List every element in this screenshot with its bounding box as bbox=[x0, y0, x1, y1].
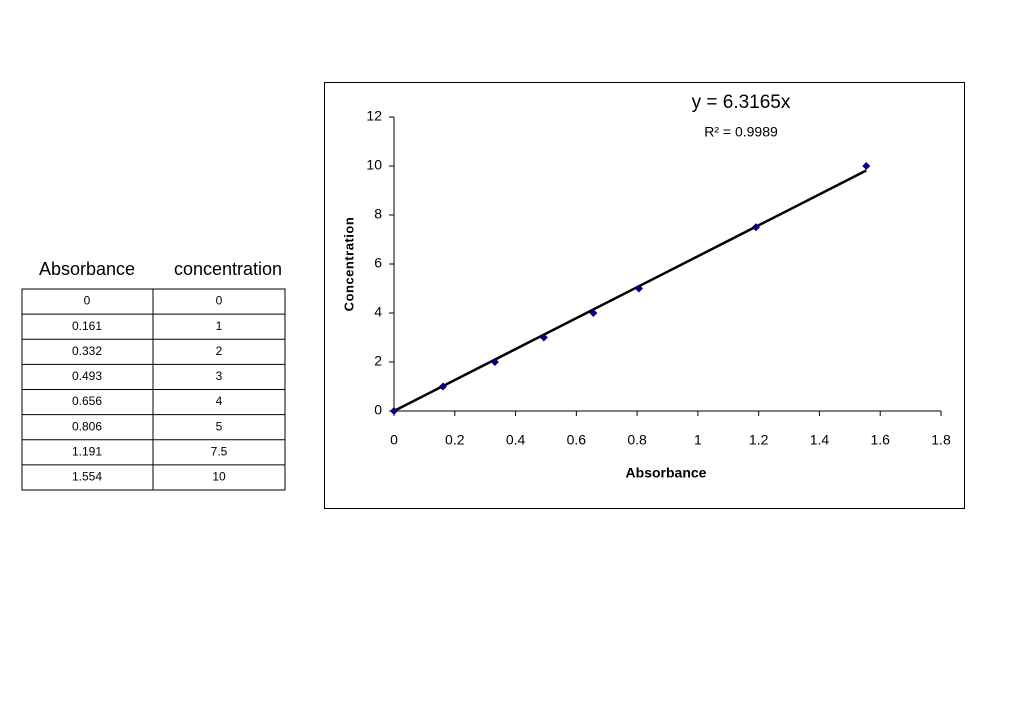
data-point bbox=[634, 284, 643, 293]
data-point bbox=[862, 162, 871, 170]
x-axis-label: Absorbance bbox=[626, 465, 707, 481]
x-tick-label: 1.2 bbox=[749, 432, 769, 448]
table-cell: 10 bbox=[212, 470, 226, 484]
table-cell: 0.332 bbox=[72, 344, 102, 358]
x-tick-label: 1 bbox=[694, 432, 702, 448]
x-tick-label: 1.4 bbox=[810, 432, 830, 448]
plot: 0 2 4 6 8 10 12 0 0.2 0.4 0.6 0.8 1 1.2 1.4 1.6 1.8 bbox=[366, 108, 951, 448]
data-point bbox=[438, 382, 447, 391]
chart-frame bbox=[324, 82, 965, 509]
x-tick-label: 1.6 bbox=[870, 432, 890, 448]
x-tick-label: 0.8 bbox=[627, 432, 647, 448]
table-cell: 1.191 bbox=[72, 444, 102, 458]
y-tick-label: 2 bbox=[374, 353, 382, 369]
table-header: Absorbance bbox=[39, 259, 135, 279]
y-tick-label: 10 bbox=[366, 157, 382, 173]
table-cell: 2 bbox=[216, 344, 223, 358]
table-cell: 0 bbox=[216, 294, 223, 308]
table-rows: 0 0 0.161 1 0.332 2 0.493 3 0.656 4 0.806 5 1.191 7.5… bbox=[22, 294, 285, 484]
table-cell: 4 bbox=[216, 394, 223, 408]
table-cell: 0.161 bbox=[72, 319, 102, 333]
table-cell: 0 bbox=[84, 294, 91, 308]
trendline bbox=[393, 169, 867, 413]
y-tick-label: 0 bbox=[374, 402, 382, 418]
data-point bbox=[390, 407, 398, 415]
x-tick-label: 0 bbox=[390, 432, 398, 448]
table-cell: 0.806 bbox=[72, 419, 102, 433]
table-cell: 7.5 bbox=[211, 444, 228, 458]
trendline-r2: R² = 0.9989 bbox=[704, 124, 778, 140]
y-tick-label: 12 bbox=[366, 108, 382, 124]
table-cell: 3 bbox=[216, 369, 223, 383]
y-tick-label: 4 bbox=[374, 304, 382, 320]
table-cell: 1 bbox=[216, 319, 223, 333]
data-point bbox=[589, 309, 598, 317]
x-tick-label: 0.6 bbox=[567, 432, 587, 448]
data-point bbox=[539, 333, 548, 342]
trendline-equation: y = 6.3165x bbox=[692, 92, 791, 113]
table-cell: 0.656 bbox=[72, 394, 102, 408]
table-cell: 1.554 bbox=[72, 470, 102, 484]
table: Absorbance concentration 0 00.161 10.332 20… bbox=[21, 259, 286, 491]
x-tick-label: 0.2 bbox=[445, 432, 465, 448]
x-tick-label: 0.4 bbox=[506, 432, 526, 448]
data-point bbox=[751, 223, 760, 232]
x-tick-label: 1.8 bbox=[931, 432, 951, 448]
table-cell: 0.493 bbox=[72, 369, 102, 383]
y-axis-label: Concentration bbox=[341, 217, 356, 312]
y-tick-label: 8 bbox=[374, 206, 382, 222]
data-point bbox=[490, 358, 499, 366]
table-cell: 5 bbox=[216, 419, 223, 433]
y-tick-label: 6 bbox=[374, 255, 382, 271]
table-header: concentration bbox=[174, 259, 282, 279]
